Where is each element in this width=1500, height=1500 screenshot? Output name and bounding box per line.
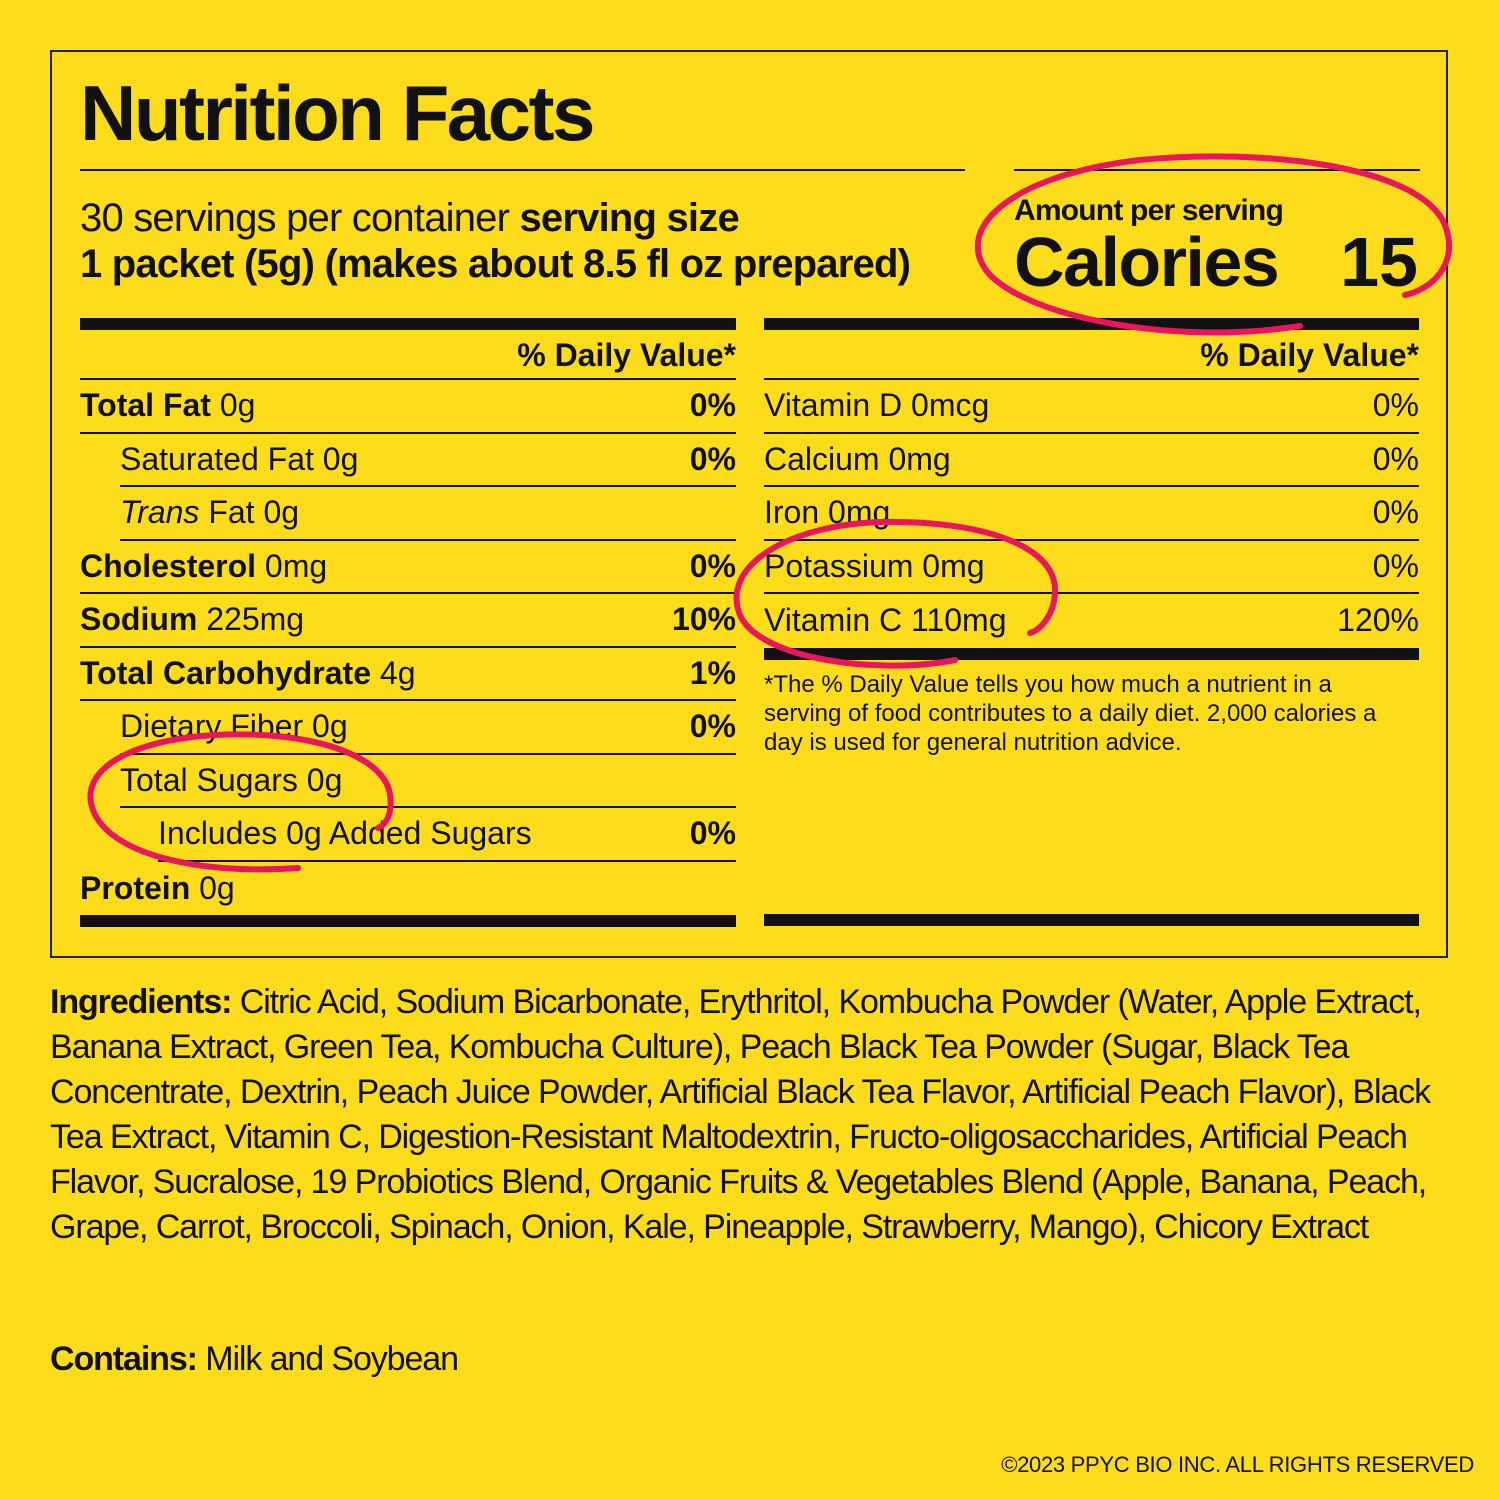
nutrient-name: Cholesterol — [80, 547, 257, 584]
nutrient-percent: 10% — [671, 601, 736, 638]
nutrient-amount: 0mg — [888, 440, 951, 477]
nutrient-percent: 0% — [689, 387, 736, 424]
nutrient-amount: 0g — [312, 708, 348, 745]
nutrient-name: Potassium — [764, 547, 914, 584]
nutrient-row-vitamin-c: Vitamin C 110mg 120% — [764, 594, 1419, 648]
nutrient-name-italic: Trans — [120, 494, 200, 531]
nutrient-percent: 0% — [1372, 440, 1419, 477]
nutrient-amount: 0g — [306, 761, 343, 798]
nutrient-amount: 0g — [199, 869, 235, 906]
left-nutrient-column: % Daily Value* Total Fat 0g 0% Saturated… — [80, 318, 736, 927]
nutrient-percent: 0% — [1372, 547, 1419, 584]
copyright-notice: ©2023 PPYC BIO INC. ALL RIGHTS RESERVED — [1001, 1452, 1474, 1477]
contains-label: Contains: — [50, 1340, 198, 1378]
nutrient-name: Total Carbohydrate — [80, 654, 371, 691]
nutrient-name: Fat — [208, 494, 255, 531]
nutrient-amount: 0mg — [922, 547, 985, 584]
title-divider-right — [1014, 169, 1420, 171]
thick-divider-bottom — [80, 915, 736, 927]
nutrient-name: Saturated Fat — [120, 440, 314, 477]
nutrient-row-calcium: Calcium 0mg 0% — [764, 434, 1419, 487]
thick-divider — [80, 318, 736, 330]
servings-line: 30 servings per container serving size — [80, 194, 740, 242]
nutrient-amount: 225mg — [206, 601, 305, 638]
nutrient-amount: 0g — [322, 440, 359, 477]
nutrient-name: Vitamin D — [764, 387, 903, 424]
nutrient-percent: 120% — [1337, 602, 1419, 639]
thick-divider-mid — [764, 647, 1419, 660]
nutrient-amount: 0g — [219, 387, 256, 424]
nutrient-amount: 0mcg — [911, 387, 990, 424]
nutrient-name: Protein — [80, 869, 191, 906]
nutrient-row-dietary-fiber: Dietary Fiber 0g 0% — [120, 701, 736, 755]
contains-text: Milk and Soybean — [205, 1340, 459, 1378]
nutrient-row-trans-fat: Trans Fat 0g — [120, 487, 736, 541]
nutrient-name: Sodium — [80, 601, 198, 638]
nutrient-row-total-carbohydrate: Total Carbohydrate 4g 1% — [80, 648, 736, 701]
nutrient-percent: 0% — [689, 547, 736, 584]
nutrient-row-sodium: Sodium 225mg 10% — [80, 594, 736, 648]
ingredients-label: Ingredients: — [50, 983, 232, 1021]
nutrient-name: Calcium — [764, 440, 880, 477]
nutrient-row-potassium: Potassium 0mg 0% — [764, 541, 1419, 594]
nutrient-percent: 0% — [1372, 387, 1419, 424]
nutrient-name: Includes 0g Added Sugars — [158, 815, 532, 852]
page-title: Nutrition Facts — [80, 69, 595, 157]
nutrient-row-protein: Protein 0g — [80, 862, 736, 916]
nutrient-name: Iron — [764, 494, 820, 531]
daily-value-footnote: *The % Daily Value tells you how much a … — [764, 670, 1377, 756]
calories-label: Calories — [1014, 223, 1280, 301]
serving-size-value: 1 packet (5g) (makes about 8.5 fl oz pre… — [80, 242, 911, 286]
nutrient-amount: 0g — [263, 494, 300, 531]
nutrient-amount: 110mg — [911, 602, 1007, 639]
nutrient-row-vitamin-d: Vitamin D 0mcg 0% — [764, 380, 1419, 434]
allergen-statement: Contains: Milk and Soybean — [50, 1340, 459, 1379]
nutrient-amount: 0mg — [264, 547, 328, 584]
nutrient-row-added-sugars: Includes 0g Added Sugars 0% — [158, 808, 736, 862]
nutrient-percent: 1% — [689, 654, 736, 691]
nutrient-percent: 0% — [689, 815, 736, 852]
thick-divider — [764, 318, 1419, 330]
nutrient-row-total-sugars: Total Sugars 0g — [120, 755, 736, 808]
nutrient-amount: 0mg — [828, 494, 891, 531]
serving-size-label: serving size — [519, 196, 739, 240]
daily-value-header: % Daily Value* — [764, 330, 1419, 380]
servings-per-container: 30 servings per container — [80, 196, 510, 240]
calories-value: 15 — [1340, 223, 1418, 301]
nutrition-panel — [50, 50, 1448, 958]
nutrient-row-cholesterol: Cholesterol 0mg 0% — [80, 541, 736, 594]
nutrient-name: Total Sugars — [120, 761, 298, 798]
ingredients-text: Ingredients: Citric Acid, Sodium Bicarbo… — [50, 980, 1460, 1250]
nutrient-amount: 4g — [379, 654, 416, 691]
nutrient-name: Vitamin C — [764, 602, 903, 639]
nutrient-percent: 0% — [1372, 494, 1419, 531]
nutrient-percent: 0% — [689, 440, 736, 477]
nutrient-row-total-fat: Total Fat 0g 0% — [80, 380, 736, 434]
nutrient-name: Total Fat — [80, 387, 211, 424]
nutrient-percent: 0% — [689, 708, 736, 745]
ingredients-list: Citric Acid, Sodium Bicarbonate, Erythri… — [50, 983, 1431, 1246]
daily-value-header: % Daily Value* — [80, 330, 736, 380]
nutrient-row-saturated-fat: Saturated Fat 0g 0% — [120, 434, 736, 487]
title-divider-left — [80, 169, 965, 171]
nutrient-row-iron: Iron 0mg 0% — [764, 487, 1419, 541]
nutrient-name: Dietary Fiber — [120, 708, 304, 745]
right-bottom-divider — [764, 914, 1419, 926]
right-nutrient-column: % Daily Value* Vitamin D 0mcg 0% Calcium… — [764, 318, 1419, 757]
